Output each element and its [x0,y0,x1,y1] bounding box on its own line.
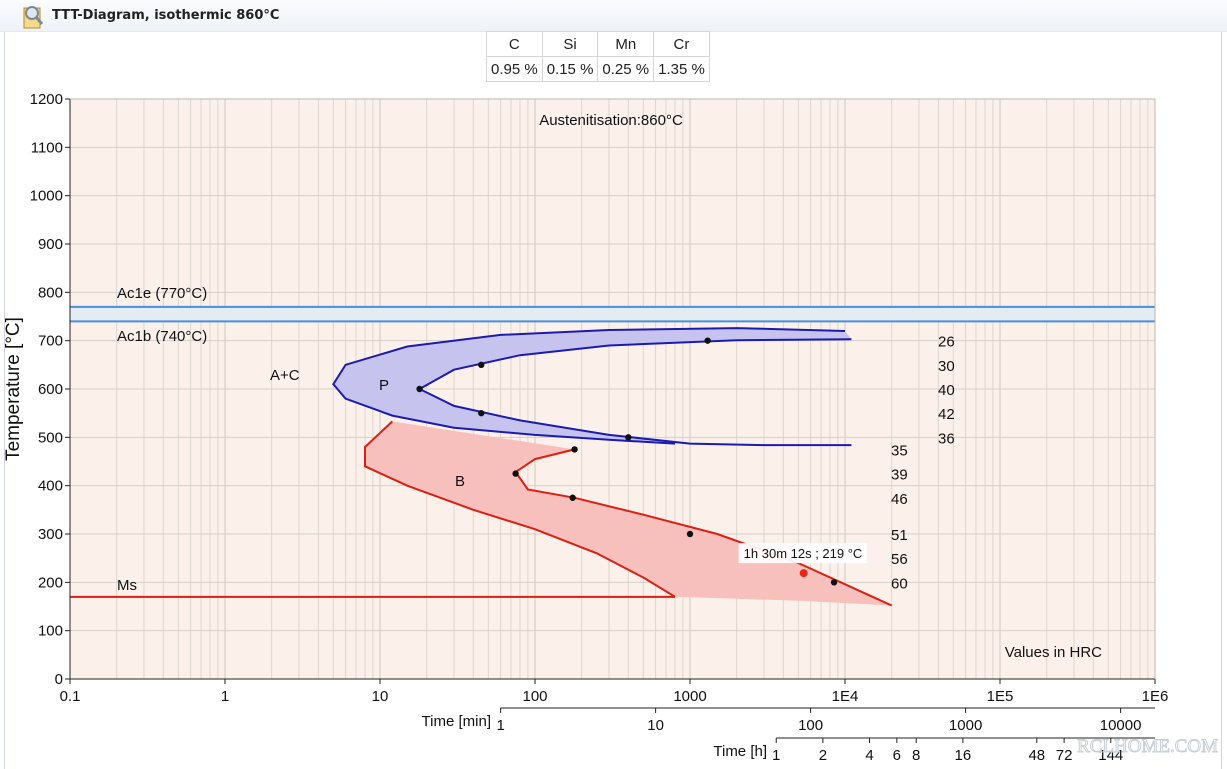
hrc-label-bainite: 51 [891,527,908,544]
region-a-c-label: A+C [270,367,300,384]
x-tick-label: 1000 [673,688,706,705]
hardness-labels: 26 30 40 42 36 35 39 46 51 56 60 [891,334,955,593]
cursor-marker [799,569,808,578]
x-tick-label: 100 [522,688,547,705]
hours-tick-label: 16 [955,747,972,764]
secondary-axis-h-label: Time [h] [713,743,767,760]
composition-header-cr: Cr [653,31,710,57]
data-markers [416,337,838,586]
hrc-label-bainite: 60 [891,575,908,592]
hrc-label-bainite: 39 [891,467,908,484]
hours-tick-label: 1 [772,747,780,764]
data-marker [830,579,838,586]
ac-temperature-band [70,305,1155,323]
x-tick-label: 1E5 [987,688,1014,705]
data-marker [512,470,519,477]
data-marker [571,446,578,453]
x-tick-label: 1E4 [832,688,859,705]
composition-header-row: C Si Mn Cr [486,31,710,57]
composition-table: C Si Mn Cr 0.95 % 0.15 % 0.25 % 1.35 % [486,31,710,82]
magnifier-document-icon [23,6,44,29]
chart-labels: Austenitisation:860°C Temperature [°C] A… [3,112,1219,760]
cursor-tooltip: 1h 30m 12s ; 219 °C [738,543,867,564]
composition-value-cr: 1.35 % [653,56,710,82]
y-tick-label: 100 [38,623,63,640]
minutes-tick-label: 1000 [949,717,982,734]
region-b-label: B [455,473,465,490]
hours-tick-label: 8 [912,747,920,764]
x-tick-label: 10 [372,688,389,705]
pearlite-region [333,328,852,446]
y-tick-label: 400 [38,478,63,495]
ac-band-fill [70,306,1155,322]
composition-value-row: 0.95 % 0.15 % 0.25 % 1.35 % [486,56,710,82]
y-tick-label: 600 [38,381,63,398]
data-marker [686,530,694,538]
minutes-tick-label: 10000 [1100,717,1142,734]
x-tick-label: 1 [221,688,229,705]
hrc-label-pearlite: 30 [938,358,955,375]
composition-value-mn: 0.25 % [597,56,655,82]
y-tick-label: 500 [38,429,63,446]
hours-tick-label: 144 [1098,747,1123,764]
data-marker [478,361,485,369]
y-tick-label: 700 [38,333,63,350]
y-axis-label: Temperature [°C] [3,317,24,461]
hrc-label-bainite: 56 [891,551,908,568]
y-tick-label: 900 [38,236,63,253]
hrc-label-bainite: 46 [891,491,908,508]
region-p-label: P [379,377,389,394]
pearlite-start-curve [332,327,846,445]
data-marker [416,385,423,393]
hrc-label-bainite: 35 [891,442,908,459]
hrc-label-pearlite: 26 [938,334,955,351]
composition-header-mn: Mn [597,31,655,57]
y-tick-label: 800 [38,284,63,301]
axes: 0100200300400500600700800900100011001200… [30,91,1169,764]
secondary-axis-min-label: Time [min] [422,713,491,730]
hours-tick-label: 72 [1056,747,1073,764]
data-marker [478,409,485,417]
hrc-label-pearlite: 40 [938,382,955,399]
hours-tick-label: 6 [893,747,901,764]
y-tick-label: 200 [38,574,63,591]
hours-tick-label: 48 [1028,747,1045,764]
x-tick-label: 1E6 [1142,688,1169,705]
composition-header-si: Si [541,31,599,57]
hrc-label-pearlite: 36 [938,430,955,447]
minutes-tick-label: 100 [798,717,823,734]
minutes-tick-label: 1 [496,717,504,734]
pearlite-end-curve [417,338,852,447]
window-title: TTT-Diagram, isothermic 860°C [52,8,280,23]
data-marker [625,434,632,441]
ac1e-label: Ac1e (770°C) [117,285,207,302]
ms-label: Ms [117,577,137,594]
hrc-label-pearlite: 42 [938,406,955,423]
chart-frame [4,32,1222,769]
hrc-unit-note: Values in HRC [1005,644,1102,661]
y-tick-label: 0 [55,671,63,688]
chart-title: Austenitisation:860°C [539,112,683,129]
y-tick-label: 1000 [30,188,63,205]
data-marker [569,494,576,501]
ac1b-label: Ac1b (740°C) [117,328,207,345]
watermark: RCLHOME.COM [1077,736,1218,757]
bainite-start-curve [364,420,676,598]
y-tick-label: 1100 [31,139,63,156]
data-marker [704,337,711,344]
hours-tick-label: 2 [819,747,827,764]
cursor-tooltip-box [738,543,867,564]
hours-tick-label: 4 [865,747,873,764]
y-tick-label: 1200 [30,91,63,108]
y-tick-label: 300 [38,526,63,543]
minutes-tick-label: 10 [647,717,664,734]
cursor-tooltip-text: 1h 30m 12s ; 219 °C [744,546,863,561]
x-tick-label: 0.1 [60,688,81,705]
